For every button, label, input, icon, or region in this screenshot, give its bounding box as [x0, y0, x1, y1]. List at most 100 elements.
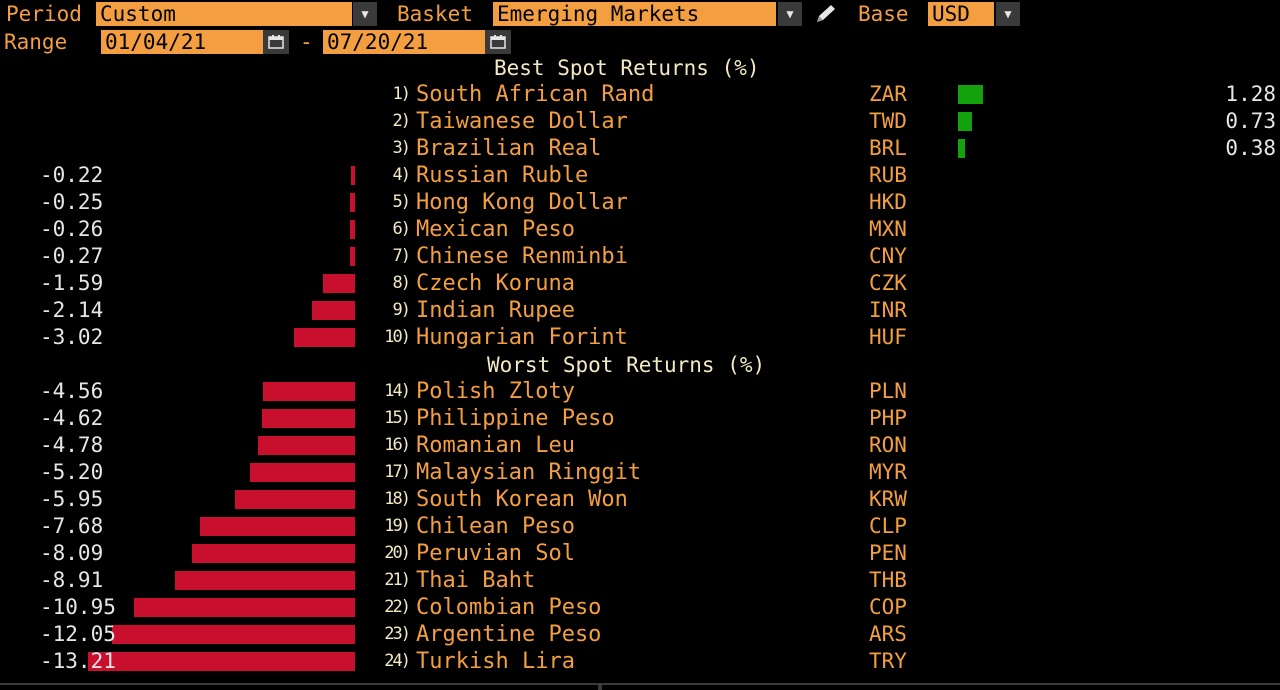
return-value: -10.95: [40, 595, 116, 619]
negative-return-bar: [312, 301, 355, 320]
list-item[interactable]: -0.27 7) Chinese Renminbi CNY: [0, 243, 1280, 270]
currency-name[interactable]: Malaysian Ringgit: [416, 460, 642, 485]
currency-code: CNY: [869, 244, 907, 268]
range-start-input[interactable]: 01/04/21: [101, 30, 263, 54]
range-label: Range: [4, 30, 68, 54]
currency-code: TRY: [869, 649, 907, 673]
currency-code: RON: [869, 433, 907, 457]
rank-number: 21): [384, 570, 411, 590]
currency-code: MXN: [869, 217, 907, 241]
rank-number: 14): [384, 381, 411, 401]
list-item[interactable]: -0.26 6) Mexican Peso MXN: [0, 216, 1280, 243]
rank-number: 18): [384, 489, 411, 509]
negative-return-bar: [262, 409, 355, 428]
return-value: -8.91: [40, 568, 104, 592]
list-item[interactable]: -5.95 18) South Korean Won KRW: [0, 486, 1280, 513]
basket-select[interactable]: Emerging Markets: [493, 2, 776, 26]
return-value: -1.59: [40, 271, 104, 295]
negative-return-bar: [134, 598, 355, 617]
currency-code: PHP: [869, 406, 907, 430]
positive-return-bar: [958, 112, 972, 131]
list-item[interactable]: -8.91 21) Thai Baht THB: [0, 567, 1280, 594]
currency-name[interactable]: Russian Ruble: [416, 163, 589, 188]
currency-code: RUB: [869, 163, 907, 187]
currency-name[interactable]: Indian Rupee: [416, 298, 575, 323]
currency-name[interactable]: Thai Baht: [416, 568, 536, 593]
return-value: -5.95: [40, 487, 104, 511]
list-item[interactable]: -13.21 24) Turkish Lira TRY: [0, 648, 1280, 675]
currency-name[interactable]: Peruvian Sol: [416, 541, 575, 566]
period-dropdown-button[interactable]: ▼: [353, 2, 377, 26]
currency-code: PLN: [869, 379, 907, 403]
negative-return-bar: [200, 517, 355, 536]
currency-name[interactable]: Hong Kong Dollar: [416, 190, 628, 215]
list-item[interactable]: -4.62 15) Philippine Peso PHP: [0, 405, 1280, 432]
list-item[interactable]: 0.38 3) Brazilian Real BRL: [0, 135, 1280, 162]
pencil-icon: [817, 5, 835, 22]
list-item[interactable]: -4.56 14) Polish Zloty PLN: [0, 378, 1280, 405]
rank-number: 20): [384, 543, 411, 563]
return-value: 1.28: [1225, 82, 1276, 106]
currency-name[interactable]: South Korean Won: [416, 487, 628, 512]
return-value: -0.26: [40, 217, 104, 241]
list-item[interactable]: -0.25 5) Hong Kong Dollar HKD: [0, 189, 1280, 216]
currency-name[interactable]: Brazilian Real: [416, 136, 602, 161]
return-value: -3.02: [40, 325, 104, 349]
currency-code: HUF: [869, 325, 907, 349]
list-item[interactable]: -5.20 17) Malaysian Ringgit MYR: [0, 459, 1280, 486]
negative-return-bar: [112, 625, 355, 644]
base-dropdown-button[interactable]: ▼: [996, 2, 1020, 26]
list-item[interactable]: -3.02 10) Hungarian Forint HUF: [0, 324, 1280, 351]
range-end-calendar-button[interactable]: [485, 30, 511, 54]
chevron-down-icon: ▼: [786, 7, 794, 21]
list-item[interactable]: -0.22 4) Russian Ruble RUB: [0, 162, 1280, 189]
return-value: -4.78: [40, 433, 104, 457]
list-item[interactable]: -4.78 16) Romanian Leu RON: [0, 432, 1280, 459]
range-end-input[interactable]: 07/20/21: [323, 30, 485, 54]
bottom-divider: [0, 683, 1280, 685]
currency-name[interactable]: Colombian Peso: [416, 595, 602, 620]
rank-number: 2): [392, 111, 412, 131]
currency-name[interactable]: Taiwanese Dollar: [416, 109, 628, 134]
period-select[interactable]: Custom: [96, 2, 352, 26]
return-value: -0.27: [40, 244, 104, 268]
rank-number: 24): [384, 651, 411, 671]
currency-name[interactable]: Turkish Lira: [416, 649, 575, 674]
calendar-icon: [268, 35, 284, 49]
list-item[interactable]: 1.28 1) South African Rand ZAR: [0, 81, 1280, 108]
rank-number: 23): [384, 624, 411, 644]
currency-name[interactable]: Polish Zloty: [416, 379, 575, 404]
basket-dropdown-button[interactable]: ▼: [778, 2, 802, 26]
list-item[interactable]: -2.14 9) Indian Rupee INR: [0, 297, 1280, 324]
basket-label: Basket: [397, 2, 473, 26]
currency-name[interactable]: Hungarian Forint: [416, 325, 628, 350]
currency-name[interactable]: Chilean Peso: [416, 514, 575, 539]
return-value: -13.21: [40, 649, 116, 673]
currency-name[interactable]: Mexican Peso: [416, 217, 575, 242]
bottom-divider-notch: [598, 683, 602, 690]
negative-return-bar: [350, 193, 355, 212]
base-currency-select[interactable]: USD: [928, 2, 994, 26]
negative-return-bar: [350, 247, 355, 266]
edit-basket-button[interactable]: [812, 2, 840, 26]
negative-return-bar: [192, 544, 355, 563]
currency-code: KRW: [869, 487, 907, 511]
rank-number: 9): [392, 300, 412, 320]
list-item[interactable]: 0.73 2) Taiwanese Dollar TWD: [0, 108, 1280, 135]
return-value: -2.14: [40, 298, 104, 322]
currency-name[interactable]: South African Rand: [416, 82, 655, 107]
best-returns-title: Best Spot Returns (%): [494, 56, 760, 80]
currency-name[interactable]: Romanian Leu: [416, 433, 575, 458]
list-item[interactable]: -1.59 8) Czech Koruna CZK: [0, 270, 1280, 297]
currency-name[interactable]: Chinese Renminbi: [416, 244, 628, 269]
list-item[interactable]: -7.68 19) Chilean Peso CLP: [0, 513, 1280, 540]
currency-name[interactable]: Czech Koruna: [416, 271, 575, 296]
list-item[interactable]: -10.95 22) Colombian Peso COP: [0, 594, 1280, 621]
rank-number: 19): [384, 516, 411, 536]
range-start-calendar-button[interactable]: [263, 30, 289, 54]
list-item[interactable]: -12.05 23) Argentine Peso ARS: [0, 621, 1280, 648]
currency-name[interactable]: Argentine Peso: [416, 622, 602, 647]
return-value: -8.09: [40, 541, 104, 565]
list-item[interactable]: -8.09 20) Peruvian Sol PEN: [0, 540, 1280, 567]
currency-name[interactable]: Philippine Peso: [416, 406, 615, 431]
